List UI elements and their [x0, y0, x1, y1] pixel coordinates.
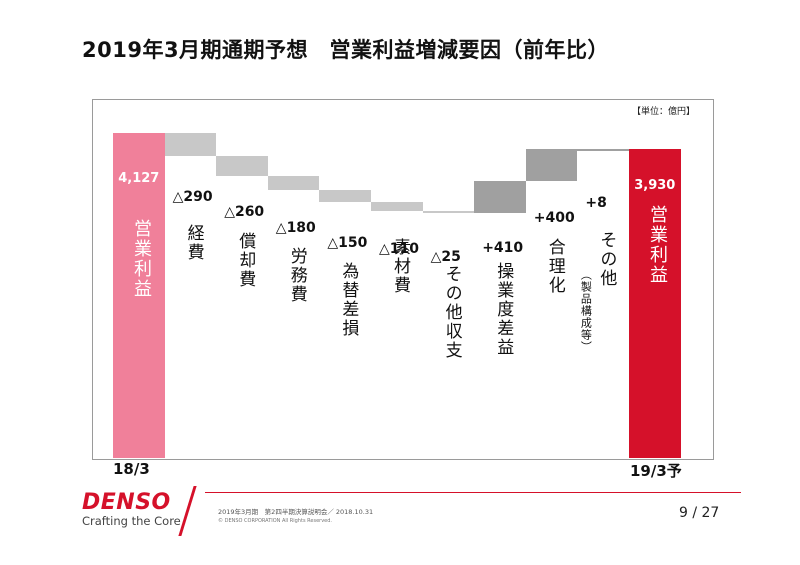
delta-label-7: +410 [482, 240, 524, 256]
bar-step-3 [267, 176, 320, 191]
bar-name-start: 営業利益 [131, 219, 152, 299]
delta-label-8: +400 [533, 210, 575, 226]
unit-label: 【単位：億円】 [632, 107, 696, 117]
bar-step-8 [525, 149, 578, 181]
factor-label-6: その他収支 [441, 265, 462, 360]
delta-label-1: △290 [172, 189, 213, 205]
footer-slash-accent [178, 486, 197, 536]
factor-label-8: 合理化 [544, 238, 565, 295]
bar-step-6 [422, 210, 475, 213]
bar-end [629, 148, 681, 458]
page-number: 9 / 27 [679, 505, 720, 521]
factor-label-1: 経費 [183, 224, 204, 262]
factor-note-9: （製品構成等） [579, 269, 593, 353]
x-label-end: 19/3予 [630, 462, 682, 480]
footer-copyright: © DENSO CORPORATION All Rights Reserved. [218, 518, 332, 524]
factor-label-5: 素材費 [390, 238, 410, 295]
bar-step-7 [474, 180, 526, 213]
footer-divider [205, 492, 741, 493]
x-label-start: 18/3 [113, 460, 150, 478]
delta-label-9: +8 [585, 195, 607, 211]
delta-label-6: △25 [430, 249, 461, 265]
bar-step-1 [164, 133, 217, 156]
bar-step-2 [216, 155, 268, 177]
value-label-start: 4,127 [118, 171, 160, 186]
denso-logo: DENSO [82, 490, 171, 515]
delta-label-5: △110 [379, 241, 419, 257]
factor-label-9: その他 [596, 231, 617, 288]
footer-event-info: 2019年3月期 第2四半期決算説明会／ 2018.10.31 [218, 508, 374, 516]
bar-start [113, 133, 165, 458]
factor-label-2: 償却費 [235, 232, 256, 289]
value-label-end: 3,930 [634, 177, 676, 193]
logo-tagline: Crafting the Core [82, 514, 181, 528]
chart-frame [92, 99, 714, 460]
factor-label-7: 操業度差益 [493, 262, 514, 357]
delta-label-3: △180 [275, 220, 316, 236]
bar-step-5 [371, 202, 423, 211]
delta-label-4: △150 [327, 235, 368, 251]
bar-step-4 [319, 190, 371, 203]
bar-step-9 [577, 148, 629, 151]
bar-name-end: 営業利益 [647, 204, 668, 285]
delta-label-2: △260 [224, 204, 265, 220]
factor-label-4: 為替差損 [338, 262, 359, 338]
slide-title: 2019年3月期通期予想 営業利益増減要因（前年比） [82, 38, 610, 62]
factor-label-3: 労務費 [286, 247, 307, 304]
